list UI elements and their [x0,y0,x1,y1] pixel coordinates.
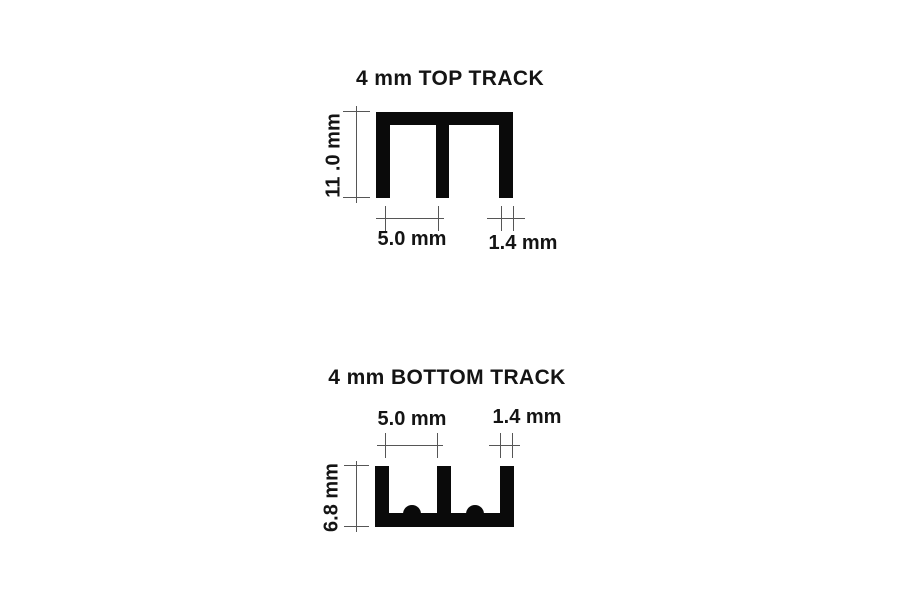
bottom-track-title: 4 mm BOTTOM TRACK [328,366,566,389]
bottom-track-left-channel-rail-bump [403,505,421,514]
bottom-track-height-dimension-tick-top [344,465,369,466]
top-track-height-dimension-tick-top [343,111,370,112]
top-track-wall-dimension-tick-left [501,206,502,231]
bottom-track-gap-dimension-line [377,445,443,446]
bottom-track-height-dimension-tick-bottom [344,526,369,527]
top-track-profile-middle-leg [436,124,449,198]
bottom-track-gap-dimension-tick-right [437,433,438,458]
top-track-wall-dimension-line [487,218,525,219]
top-track-height-dimension-line [356,106,357,203]
bottom-track-height-dimension-line [356,461,357,532]
top-track-wall-dimension-tick-right [513,206,514,231]
bottom-track-wall-label: 1.4 mm [492,406,562,428]
top-track-profile-left-leg [376,124,390,198]
bottom-track-profile-right-leg [500,466,514,514]
top-track-gap-dimension-tick-right [438,206,439,231]
bottom-track-right-channel-rail-bump [466,505,484,514]
top-track-profile-right-leg [499,124,513,198]
top-track-title: 4 mm TOP TRACK [355,67,545,90]
bottom-track-wall-dimension-tick-right [512,433,513,458]
top-track-gap-dimension-line [376,218,444,219]
bottom-track-height-label: 6.8 mm [320,463,343,532]
top-track-gap-label: 5.0 mm [377,228,447,250]
top-track-wall-label: 1.4 mm [488,232,558,254]
bottom-track-profile-middle-leg [437,466,451,514]
bottom-track-wall-dimension-line [489,445,520,446]
bottom-track-gap-dimension-tick-left [385,433,386,458]
top-track-height-label: 11 .0 mm [322,113,345,198]
bottom-track-wall-dimension-tick-left [500,433,501,458]
top-track-profile-top-bar [376,112,513,125]
bottom-track-profile-bottom-bar [375,513,514,527]
top-track-height-dimension-tick-bottom [343,197,370,198]
top-track-gap-dimension-tick-left [385,206,386,231]
bottom-track-gap-label: 5.0 mm [377,408,447,430]
bottom-track-profile-left-leg [375,466,389,514]
